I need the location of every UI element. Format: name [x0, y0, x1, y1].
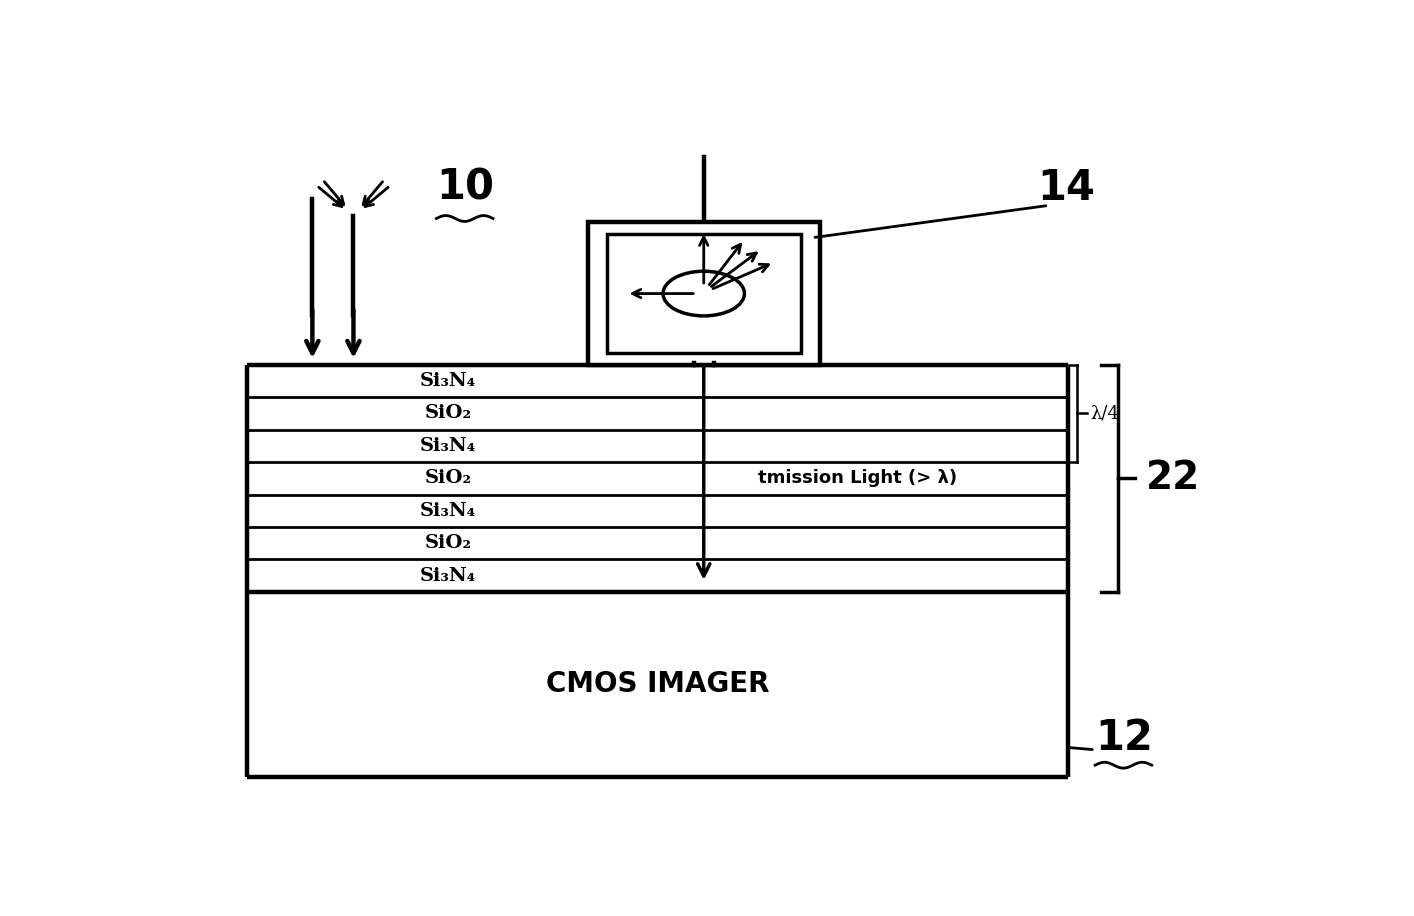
Text: SiO₂: SiO₂ [424, 469, 471, 487]
Text: 12: 12 [1094, 717, 1152, 759]
Text: SiO₂: SiO₂ [424, 534, 471, 552]
Text: Si₃N₄: Si₃N₄ [420, 567, 477, 584]
Text: 22: 22 [1145, 459, 1199, 497]
Text: tmission Light (> λ): tmission Light (> λ) [758, 469, 957, 487]
Text: 10: 10 [437, 167, 495, 209]
Text: SiO₂: SiO₂ [424, 405, 471, 422]
Bar [607, 234, 800, 354]
Text: λ/4: λ/4 [1090, 405, 1120, 422]
Bar [587, 223, 820, 365]
Text: CMOS IMAGER: CMOS IMAGER [546, 671, 769, 698]
Text: Si₃N₄: Si₃N₄ [420, 502, 477, 519]
Text: Si₃N₄: Si₃N₄ [420, 372, 477, 390]
Text: Si₃N₄: Si₃N₄ [420, 437, 477, 455]
Text: 14: 14 [1036, 167, 1094, 209]
Ellipse shape [663, 271, 744, 316]
